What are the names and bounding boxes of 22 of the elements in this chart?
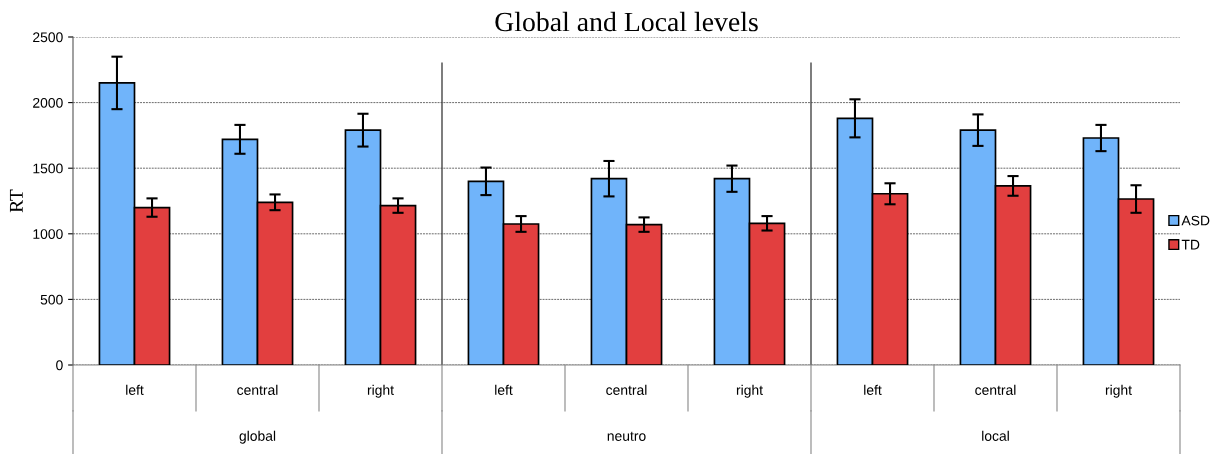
text: local <box>982 430 1009 441</box>
y-tick-label: 500 <box>40 294 63 305</box>
x-tick-label: central <box>975 384 1016 395</box>
x-tick-label: left <box>126 384 144 395</box>
text: neutro <box>607 431 646 441</box>
x-tick-label: left <box>864 384 882 395</box>
legend-label: ASD <box>1181 215 1210 226</box>
chart-title: Global and Local levels <box>495 11 758 32</box>
x-tick-label: right <box>736 384 763 398</box>
text: global <box>239 430 276 444</box>
x-tick-label: central <box>237 384 278 395</box>
y-tick-label: 2500 <box>33 32 63 43</box>
x-tick-label: right <box>367 384 394 398</box>
x-tick-label: central <box>606 384 647 395</box>
y-tick-label: 0 <box>56 360 63 371</box>
y-tick-label: 1500 <box>33 163 63 174</box>
x-tick-label: left <box>495 384 513 395</box>
y-axis-title: RT <box>9 189 23 213</box>
y-tick-label: 1000 <box>33 229 63 239</box>
x-tick-label: right <box>1105 384 1132 398</box>
legend-label: TD <box>1181 239 1200 250</box>
y-tick-label: 2000 <box>33 97 63 108</box>
